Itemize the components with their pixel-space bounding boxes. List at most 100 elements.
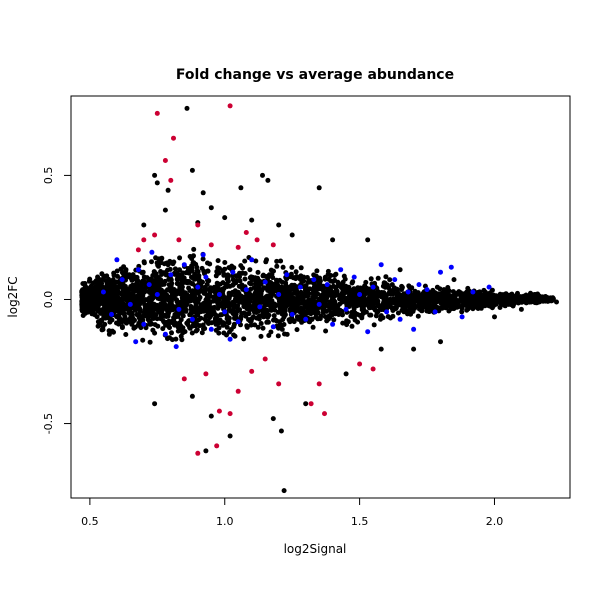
data-point [242,276,248,282]
data-point [169,287,175,293]
data-point [322,411,327,417]
data-point [310,324,316,330]
data-point [260,325,266,331]
data-point [276,292,282,297]
data-point [243,287,249,293]
data-point [216,301,222,307]
data-point [333,286,339,292]
data-point [141,237,147,243]
data-point [241,336,247,342]
data-point [262,302,268,307]
data-point [465,292,470,298]
data-point [248,286,254,292]
data-point [497,305,503,310]
data-point [340,312,345,318]
data-point [303,401,309,407]
data-point [159,282,165,287]
data-point [248,322,254,328]
data-point [193,328,199,334]
data-point [177,267,182,273]
data-point [227,303,233,308]
data-point [190,281,196,287]
data-point [301,274,307,280]
data-point [221,321,227,327]
data-point [316,185,322,191]
data-point [152,401,158,407]
data-point [129,312,135,317]
data-point [208,242,214,248]
data-point [401,298,407,304]
data-point [281,308,287,314]
data-point [338,267,344,273]
data-point [247,275,253,281]
data-point [485,301,490,307]
data-point [151,305,157,311]
data-point [200,252,206,258]
data-point [357,292,363,297]
data-point [193,261,199,267]
data-point [351,301,357,307]
data-point [269,291,275,296]
data-point [189,309,194,315]
data-point [133,339,139,345]
data-point [113,307,119,313]
data-point [349,280,355,286]
data-point [298,265,304,271]
data-point [169,302,175,308]
data-point [121,264,127,270]
data-point [323,302,329,308]
data-point [456,299,462,304]
data-point [170,291,176,297]
data-point [482,289,488,295]
data-point [228,327,234,332]
data-point [103,306,109,312]
data-point [222,215,228,221]
data-point [378,262,384,268]
data-point [104,284,110,290]
data-point [160,326,166,332]
data-point [153,271,159,277]
data-point [368,312,374,318]
data-point [228,292,234,298]
data-point [258,321,264,326]
data-point [147,339,153,345]
data-point [99,307,104,313]
data-point [162,331,168,337]
data-point [231,332,237,338]
data-point [333,271,339,277]
data-point [370,366,376,372]
data-point [365,329,371,335]
data-point [222,297,228,303]
data-point [173,321,179,326]
data-point [446,300,452,306]
data-point [277,297,283,303]
data-point [249,293,255,299]
data-point [152,172,158,178]
data-point [152,330,158,336]
data-point [162,158,168,163]
data-point [314,268,320,274]
data-point [265,319,271,325]
data-point [486,297,492,303]
data-point [123,332,129,337]
data-point [289,264,295,270]
data-point [275,333,281,339]
data-point [95,294,101,300]
data-point [168,307,174,313]
data-point [545,297,551,302]
data-point [283,301,289,307]
data-point [140,269,146,275]
data-point [141,222,147,228]
data-point [261,314,267,320]
data-point [214,443,220,449]
data-point [114,257,120,263]
data-point [312,294,318,300]
data-point [341,294,347,300]
data-point [187,288,193,293]
data-point [195,222,201,228]
data-point [394,303,400,309]
data-point [294,327,300,333]
data-point [237,278,243,284]
data-point [195,450,201,456]
data-point [215,287,221,293]
